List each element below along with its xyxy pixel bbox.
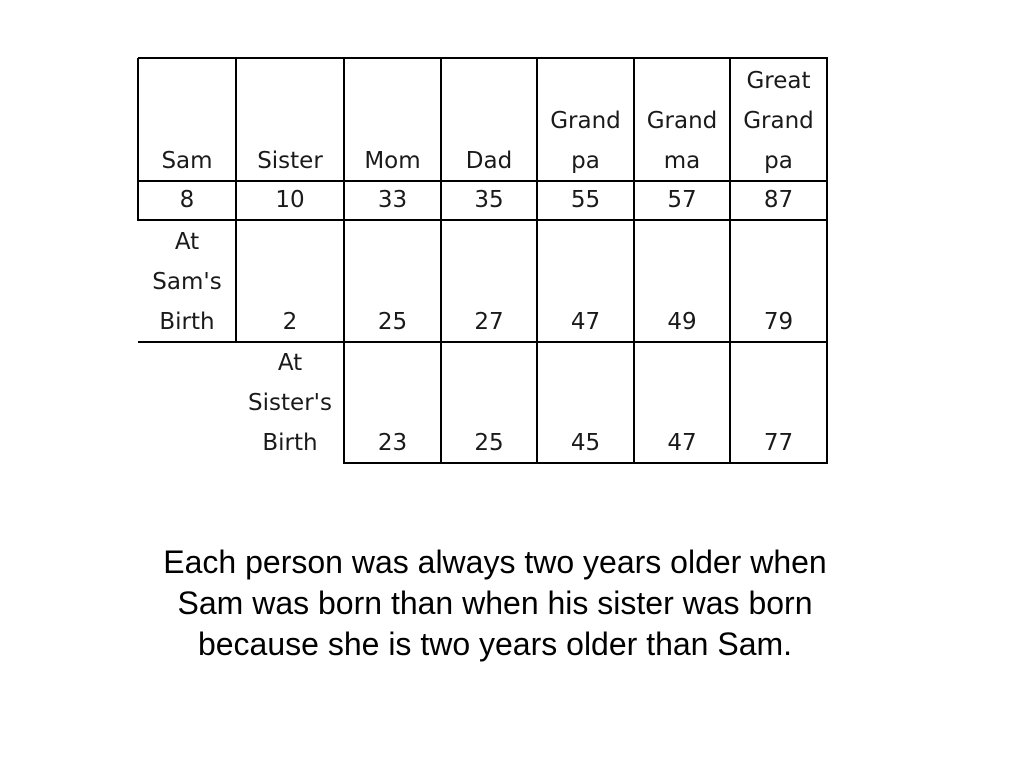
cell-text: 45 xyxy=(570,430,601,456)
table-border xyxy=(138,219,828,221)
table-border xyxy=(826,58,828,464)
age-cell: 23 xyxy=(344,342,441,463)
header-cell: Great Grand pa xyxy=(730,58,827,181)
table-border xyxy=(344,462,828,464)
cell-text: 35 xyxy=(474,187,504,213)
table-border xyxy=(440,58,442,464)
cell-text: pa xyxy=(764,148,793,174)
age-cell: 87 xyxy=(730,181,827,220)
header-cell: Sister xyxy=(236,58,344,181)
table-border xyxy=(633,58,635,464)
cell-text: 49 xyxy=(667,309,697,335)
cell-text: 47 xyxy=(667,430,697,456)
cell-text: Great xyxy=(746,68,811,94)
table-border xyxy=(343,58,345,464)
age-cell: 27 xyxy=(441,220,537,342)
cell-text: 27 xyxy=(474,309,504,335)
table-border xyxy=(138,180,828,182)
age-cell: 25 xyxy=(441,342,537,463)
cell-text: Birth xyxy=(262,430,318,456)
cell-text: 2 xyxy=(282,309,298,335)
explanation-caption: Each person was always two years older w… xyxy=(163,544,827,662)
table-border xyxy=(138,57,828,59)
age-cell: 25 xyxy=(344,220,441,342)
cell-text: Sam xyxy=(161,148,213,174)
cell-text: ma xyxy=(663,148,701,174)
cell-text: Grand xyxy=(743,108,814,134)
cell-text: 57 xyxy=(667,187,697,213)
header-cell: Grand pa xyxy=(537,58,634,181)
table-border xyxy=(536,58,538,464)
cell-text: 23 xyxy=(377,430,408,456)
cell-text: At xyxy=(174,229,200,255)
age-cell: 35 xyxy=(441,181,537,220)
cell-text: 87 xyxy=(763,187,794,213)
header-cell: Sam xyxy=(138,58,236,181)
cell-text: 77 xyxy=(763,430,794,456)
cell-text: 25 xyxy=(377,309,408,335)
table-border xyxy=(235,58,237,343)
row-label: At Sam's Birth xyxy=(138,220,236,342)
cell-text: Mom xyxy=(364,148,421,174)
cell-text: Grand xyxy=(646,108,718,134)
header-cell: Mom xyxy=(344,58,441,181)
age-cell: 57 xyxy=(634,181,730,220)
cell-text: 33 xyxy=(377,187,408,213)
cell-text: 79 xyxy=(763,309,794,335)
cell-text: 47 xyxy=(570,309,601,335)
age-cell: 47 xyxy=(537,220,634,342)
age-cell: 55 xyxy=(537,181,634,220)
table-border xyxy=(138,341,828,343)
age-cell: 2 xyxy=(236,220,344,342)
cell-text: 55 xyxy=(570,187,601,213)
header-cell: Grand ma xyxy=(634,58,730,181)
age-cell: 33 xyxy=(344,181,441,220)
age-cell: 47 xyxy=(634,342,730,463)
table-border xyxy=(729,58,731,464)
age-cell: 79 xyxy=(730,220,827,342)
cell-text: Sister xyxy=(257,148,323,174)
cell-text: 25 xyxy=(474,430,504,456)
cell-text: At xyxy=(277,350,303,376)
age-cell: 77 xyxy=(730,342,827,463)
cell-text: Sam's xyxy=(152,269,222,295)
age-cell: 8 xyxy=(138,181,236,220)
header-cell: Dad xyxy=(441,58,537,181)
cell-text: Grand xyxy=(550,108,621,134)
cell-text: Birth xyxy=(159,309,215,335)
row-label: At Sister's Birth xyxy=(236,342,344,463)
age-cell: 45 xyxy=(537,342,634,463)
age-cell: 10 xyxy=(236,181,344,220)
cell-text: Sister's xyxy=(248,390,332,416)
cell-text: 10 xyxy=(275,187,305,213)
table-border xyxy=(137,58,139,221)
cell-text: Dad xyxy=(465,148,513,174)
cell-text: 8 xyxy=(179,187,195,213)
cell-text: pa xyxy=(571,148,600,174)
age-cell: 49 xyxy=(634,220,730,342)
